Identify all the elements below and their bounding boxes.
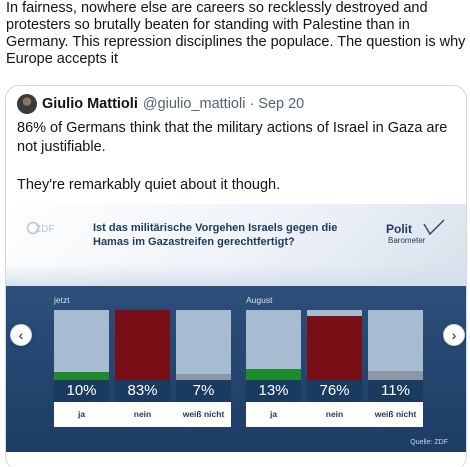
zdf-logo-text: ZDF bbox=[35, 224, 54, 235]
avatar[interactable] bbox=[17, 94, 37, 114]
quoted-author-handle[interactable]: @giulio_mattioli bbox=[142, 96, 246, 112]
category-label: weiß nicht bbox=[374, 409, 417, 419]
data-label: 76% bbox=[307, 380, 362, 402]
bar-august-0 bbox=[246, 310, 301, 380]
bar-fill bbox=[307, 316, 362, 380]
category-label: ja bbox=[269, 409, 278, 419]
bar-august-1 bbox=[307, 310, 362, 380]
category-label: ja bbox=[77, 409, 86, 419]
category-label-strip bbox=[246, 402, 423, 427]
politbarometer-check-icon bbox=[423, 219, 445, 236]
data-label: 11% bbox=[368, 380, 423, 402]
quoted-tweet[interactable]: Giulio Mattioli @giulio_mattioli · Sep 2… bbox=[5, 85, 467, 467]
bar-fill bbox=[54, 372, 109, 380]
series-label-jetzt: jetzt bbox=[54, 295, 70, 305]
bar-jetzt-0 bbox=[54, 310, 109, 380]
politbarometer-logo: Polit Barometer bbox=[384, 218, 446, 252]
chart-question: Ist das militärische Vorgehen Israels ge… bbox=[93, 222, 338, 248]
bar-august-2 bbox=[368, 310, 423, 380]
zdf-logo: ZDF bbox=[27, 221, 54, 235]
tweet-text: In fairness, nowhere else are careers so… bbox=[6, 0, 466, 67]
data-label: 13% bbox=[246, 380, 301, 402]
series-label-august: August bbox=[246, 295, 273, 305]
bar-fill bbox=[368, 371, 423, 380]
data-label: 10% bbox=[54, 380, 109, 402]
quoted-text-line-2: They're remarkably quiet about it though… bbox=[17, 177, 281, 193]
data-label: 7% bbox=[176, 380, 231, 402]
category-label: nein bbox=[325, 409, 344, 419]
quoted-tweet-date[interactable]: Sep 20 bbox=[258, 96, 305, 112]
data-label: 83% bbox=[115, 380, 170, 402]
bar-jetzt-1 bbox=[115, 310, 170, 380]
separator-dot: · bbox=[249, 96, 255, 112]
politbarometer-text-2: Barometer bbox=[388, 236, 426, 245]
quoted-tweet-header: Giulio Mattioli @giulio_mattioli · Sep 2… bbox=[17, 94, 304, 114]
chevron-right-icon: › bbox=[451, 327, 457, 343]
bar-jetzt-2 bbox=[176, 310, 231, 380]
media-image[interactable]: ZDF Ist das militärische Vorgehen Israel… bbox=[6, 204, 466, 452]
category-label: nein bbox=[133, 409, 152, 419]
bar-fill bbox=[246, 369, 301, 380]
chevron-left-icon: ‹ bbox=[18, 327, 24, 343]
chart-source: Quelle: ZDF bbox=[410, 439, 448, 446]
previous-image-button[interactable]: ‹ bbox=[10, 324, 32, 346]
chart-header bbox=[6, 204, 466, 286]
quoted-tweet-text: 86% of Germans think that the military a… bbox=[17, 119, 457, 195]
politbarometer-text-1: Polit bbox=[386, 222, 412, 236]
category-label-strip bbox=[54, 402, 231, 427]
quoted-text-line-1: 86% of Germans think that the military a… bbox=[17, 120, 448, 155]
next-image-button[interactable]: › bbox=[443, 324, 465, 346]
category-label: weiß nicht bbox=[182, 409, 225, 419]
quoted-author-name[interactable]: Giulio Mattioli bbox=[42, 96, 138, 112]
bar-fill bbox=[176, 374, 231, 380]
bar-fill bbox=[115, 310, 170, 380]
